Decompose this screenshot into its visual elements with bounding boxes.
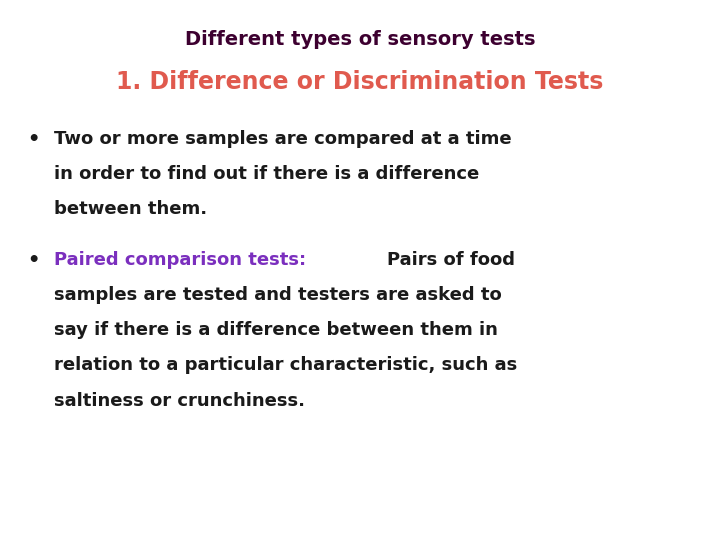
Text: •: •: [27, 130, 40, 148]
Text: •: •: [27, 251, 40, 270]
Text: between them.: between them.: [54, 200, 207, 218]
Text: relation to a particular characteristic, such as: relation to a particular characteristic,…: [54, 356, 517, 374]
Text: saltiness or crunchiness.: saltiness or crunchiness.: [54, 392, 305, 409]
Text: Different types of sensory tests: Different types of sensory tests: [185, 30, 535, 49]
Text: Paired comparison tests:: Paired comparison tests:: [54, 251, 312, 269]
Text: 1. Difference or Discrimination Tests: 1. Difference or Discrimination Tests: [117, 70, 603, 94]
Text: samples are tested and testers are asked to: samples are tested and testers are asked…: [54, 286, 502, 304]
Text: Two or more samples are compared at a time: Two or more samples are compared at a ti…: [54, 130, 512, 147]
Text: Pairs of food: Pairs of food: [387, 251, 516, 269]
Text: say if there is a difference between them in: say if there is a difference between the…: [54, 321, 498, 339]
Text: in order to find out if there is a difference: in order to find out if there is a diffe…: [54, 165, 480, 183]
